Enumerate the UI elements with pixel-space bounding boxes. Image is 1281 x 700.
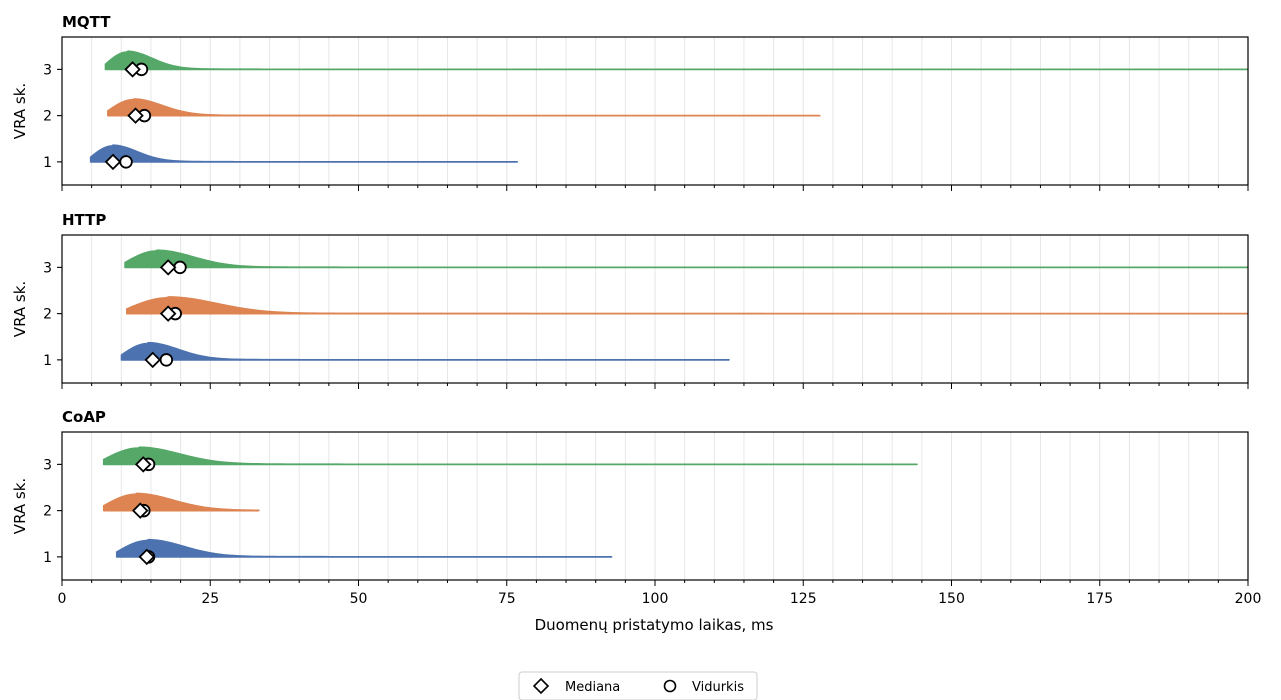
y-tick-label: 1 bbox=[43, 155, 52, 171]
y-axis-label: VRA sk. bbox=[11, 281, 29, 337]
y-tick-label: 1 bbox=[43, 550, 52, 566]
x-tick-label: 175 bbox=[1086, 591, 1113, 607]
median-marker-vra-2 bbox=[127, 107, 144, 124]
mean-marker-vra-1 bbox=[119, 155, 133, 169]
y-tick-label: 2 bbox=[43, 109, 52, 125]
panel-http: HTTP 1 2 3 VRA sk. bbox=[11, 211, 1249, 389]
density-vra-2 bbox=[107, 98, 821, 117]
y-tick-label: 2 bbox=[43, 307, 52, 323]
panel-mqtt: MQTT 1 2 3 VRA sk. bbox=[11, 13, 1249, 191]
legend-median-marker bbox=[532, 677, 550, 695]
median-marker-vra-1 bbox=[144, 351, 162, 369]
y-tick-label: 3 bbox=[43, 62, 52, 78]
density-vra-3 bbox=[124, 249, 1249, 268]
x-tick-label: 50 bbox=[350, 591, 368, 607]
density-vra-1 bbox=[115, 538, 613, 558]
panel-title: HTTP bbox=[62, 211, 106, 229]
y-tick-label: 2 bbox=[43, 504, 52, 520]
y-tick-label: 3 bbox=[43, 260, 52, 276]
density-vra-1 bbox=[120, 341, 730, 361]
median-marker-vra-1 bbox=[104, 153, 122, 171]
legend-mean-marker bbox=[663, 679, 677, 693]
x-axis-label: Duomenų pristatymo laikas, ms bbox=[535, 616, 774, 634]
median-marker-vra-1 bbox=[138, 548, 156, 566]
density-vra-2 bbox=[102, 492, 260, 512]
x-tick-label: 200 bbox=[1235, 591, 1262, 607]
density-vra-3 bbox=[104, 50, 1249, 70]
panel-title: MQTT bbox=[62, 13, 111, 31]
density-vra-1 bbox=[89, 144, 519, 163]
density-vra-2 bbox=[126, 296, 1249, 315]
density-vra-3 bbox=[102, 446, 918, 465]
legend-median-label: Mediana bbox=[565, 680, 620, 695]
chart-panels: MQTT 1 2 3 VRA sk. HTTP 1 2 3 VRA sk. CoAP 1 2 3 VRA s… bbox=[11, 13, 1261, 607]
y-axis-label: VRA sk. bbox=[11, 478, 29, 534]
x-tick-label: 25 bbox=[201, 591, 219, 607]
y-tick-label: 1 bbox=[43, 353, 52, 369]
median-marker-vra-3 bbox=[159, 259, 177, 276]
panel-title: CoAP bbox=[62, 408, 106, 426]
panel-coap: CoAP 1 2 3 VRA sk. 0 25 50 75 100 125 150 175 200 bbox=[11, 408, 1261, 607]
legend-box bbox=[518, 671, 758, 700]
y-axis-label: VRA sk. bbox=[11, 83, 29, 139]
median-marker-vra-2 bbox=[159, 305, 177, 322]
x-tick-label: 75 bbox=[498, 591, 516, 607]
x-tick-label: 125 bbox=[790, 591, 817, 607]
median-marker-vra-2 bbox=[132, 502, 149, 519]
median-marker-vra-3 bbox=[124, 61, 141, 78]
median-marker-vra-3 bbox=[134, 456, 152, 473]
y-tick-label: 3 bbox=[43, 457, 52, 473]
x-tick-label: 0 bbox=[58, 591, 67, 607]
legend-mean-label: Vidurkis bbox=[692, 680, 744, 695]
x-tick-label: 100 bbox=[642, 591, 669, 607]
x-tick-label: 150 bbox=[938, 591, 965, 607]
legend: Mediana Vidurkis bbox=[518, 671, 758, 700]
mean-marker-vra-1 bbox=[159, 353, 174, 367]
